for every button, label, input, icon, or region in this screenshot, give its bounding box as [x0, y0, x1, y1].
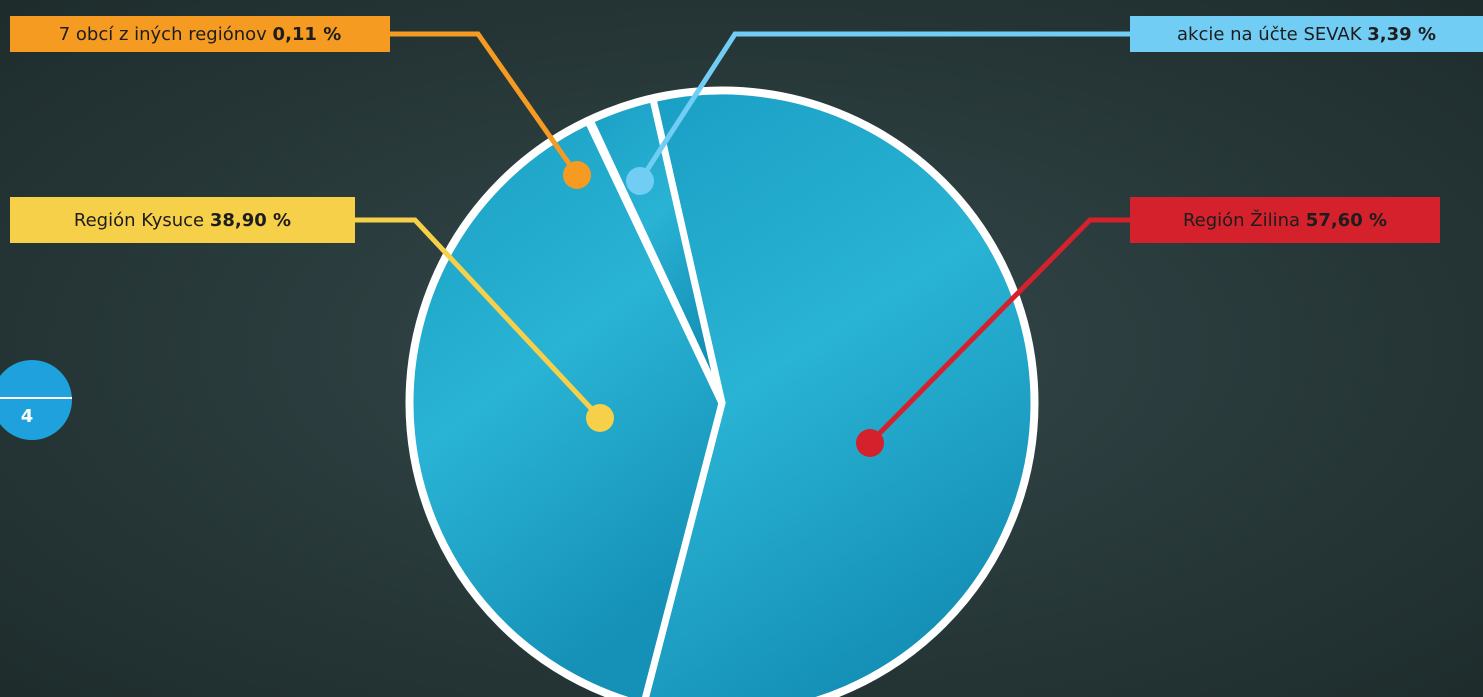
- category-label: akcie na účte SEVAK: [1177, 24, 1363, 45]
- page-badge: 4: [0, 360, 72, 440]
- value-label: 0,11 %: [273, 24, 342, 45]
- category-label: Región Žilina: [1183, 209, 1300, 231]
- leader-line: [390, 31, 580, 177]
- leader-dot: [856, 429, 884, 457]
- label-box: [10, 197, 355, 243]
- label: Región Žilina 57,60 %: [1183, 209, 1387, 231]
- label: akcie na účte SEVAK 3,39 %: [1177, 24, 1436, 45]
- leader-line: [868, 217, 1130, 445]
- label-box: [1130, 16, 1483, 52]
- slice: [406, 117, 726, 697]
- value-label: 3,39 %: [1367, 24, 1436, 45]
- leader-dot: [626, 167, 654, 195]
- category-label: Región Kysuce: [74, 210, 204, 231]
- page-number: 4: [21, 406, 34, 427]
- pie: [405, 86, 1039, 697]
- value-label: 57,60 %: [1306, 210, 1387, 231]
- leader-dot: [586, 404, 614, 432]
- label-box: [1130, 197, 1440, 243]
- label: 7 obcí z iných regiónov 0,11 %: [59, 24, 342, 45]
- value-label: 38,90 %: [210, 210, 291, 231]
- leader-line: [355, 217, 602, 420]
- slice: [586, 95, 726, 407]
- label-box: [10, 16, 390, 52]
- label: Región Kysuce 38,90 %: [74, 210, 291, 231]
- slice: [642, 87, 1038, 697]
- leader-dot: [563, 161, 591, 189]
- category-label: 7 obcí z iných regiónov: [59, 24, 267, 45]
- page-circle: [0, 360, 72, 440]
- leader-line: [637, 31, 1130, 183]
- labels: Región Žilina 57,60 % Región Kysuce 38,90…: [10, 16, 1483, 457]
